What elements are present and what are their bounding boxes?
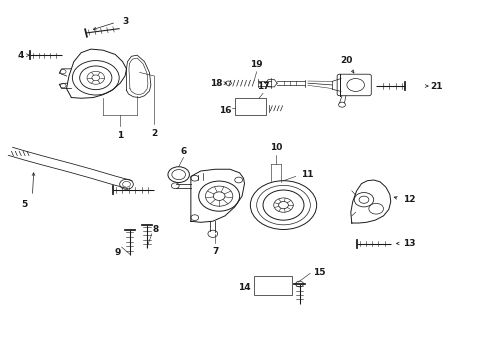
- Text: 17: 17: [256, 82, 269, 91]
- Text: 9: 9: [114, 248, 121, 257]
- Text: 2: 2: [151, 129, 157, 138]
- Text: 18: 18: [210, 79, 222, 88]
- Text: 5: 5: [21, 201, 27, 210]
- Text: 10: 10: [269, 143, 282, 152]
- Text: 12: 12: [402, 194, 415, 203]
- Text: 4: 4: [18, 51, 24, 60]
- Text: 11: 11: [300, 170, 312, 179]
- Text: 20: 20: [340, 56, 352, 65]
- Text: 21: 21: [429, 82, 441, 91]
- Text: 1: 1: [117, 131, 123, 140]
- Bar: [254, 276, 292, 296]
- Text: 7: 7: [212, 247, 218, 256]
- Text: 15: 15: [312, 268, 325, 277]
- Bar: [234, 98, 266, 116]
- Text: 8: 8: [153, 225, 159, 234]
- Text: 19: 19: [250, 60, 263, 69]
- Text: 6: 6: [180, 147, 186, 156]
- Text: 3: 3: [122, 17, 128, 26]
- Text: 16: 16: [219, 105, 231, 114]
- Text: 13: 13: [402, 239, 415, 248]
- Text: 14: 14: [238, 283, 250, 292]
